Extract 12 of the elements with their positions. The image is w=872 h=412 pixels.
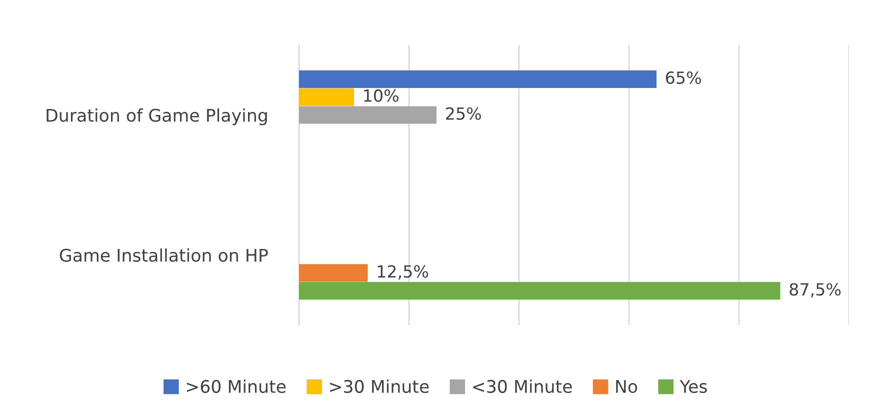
legend-label: Yes — [680, 380, 707, 394]
legend-label: <30 Minute — [473, 380, 572, 394]
data-label: 12,5% — [378, 265, 428, 280]
legend-label: No — [616, 380, 638, 394]
y-tick-label: Game Installation on HP — [60, 248, 268, 262]
data-label: 65% — [666, 71, 701, 84]
y-tick-label: Duration of Game Playing — [46, 108, 267, 126]
data-label: 87,5% — [790, 283, 841, 298]
legend-label: >30 Minute — [330, 380, 429, 394]
data-label: 25% — [446, 107, 481, 120]
legend-label: >60 Minute — [186, 380, 286, 394]
data-label: 10% — [364, 89, 398, 102]
